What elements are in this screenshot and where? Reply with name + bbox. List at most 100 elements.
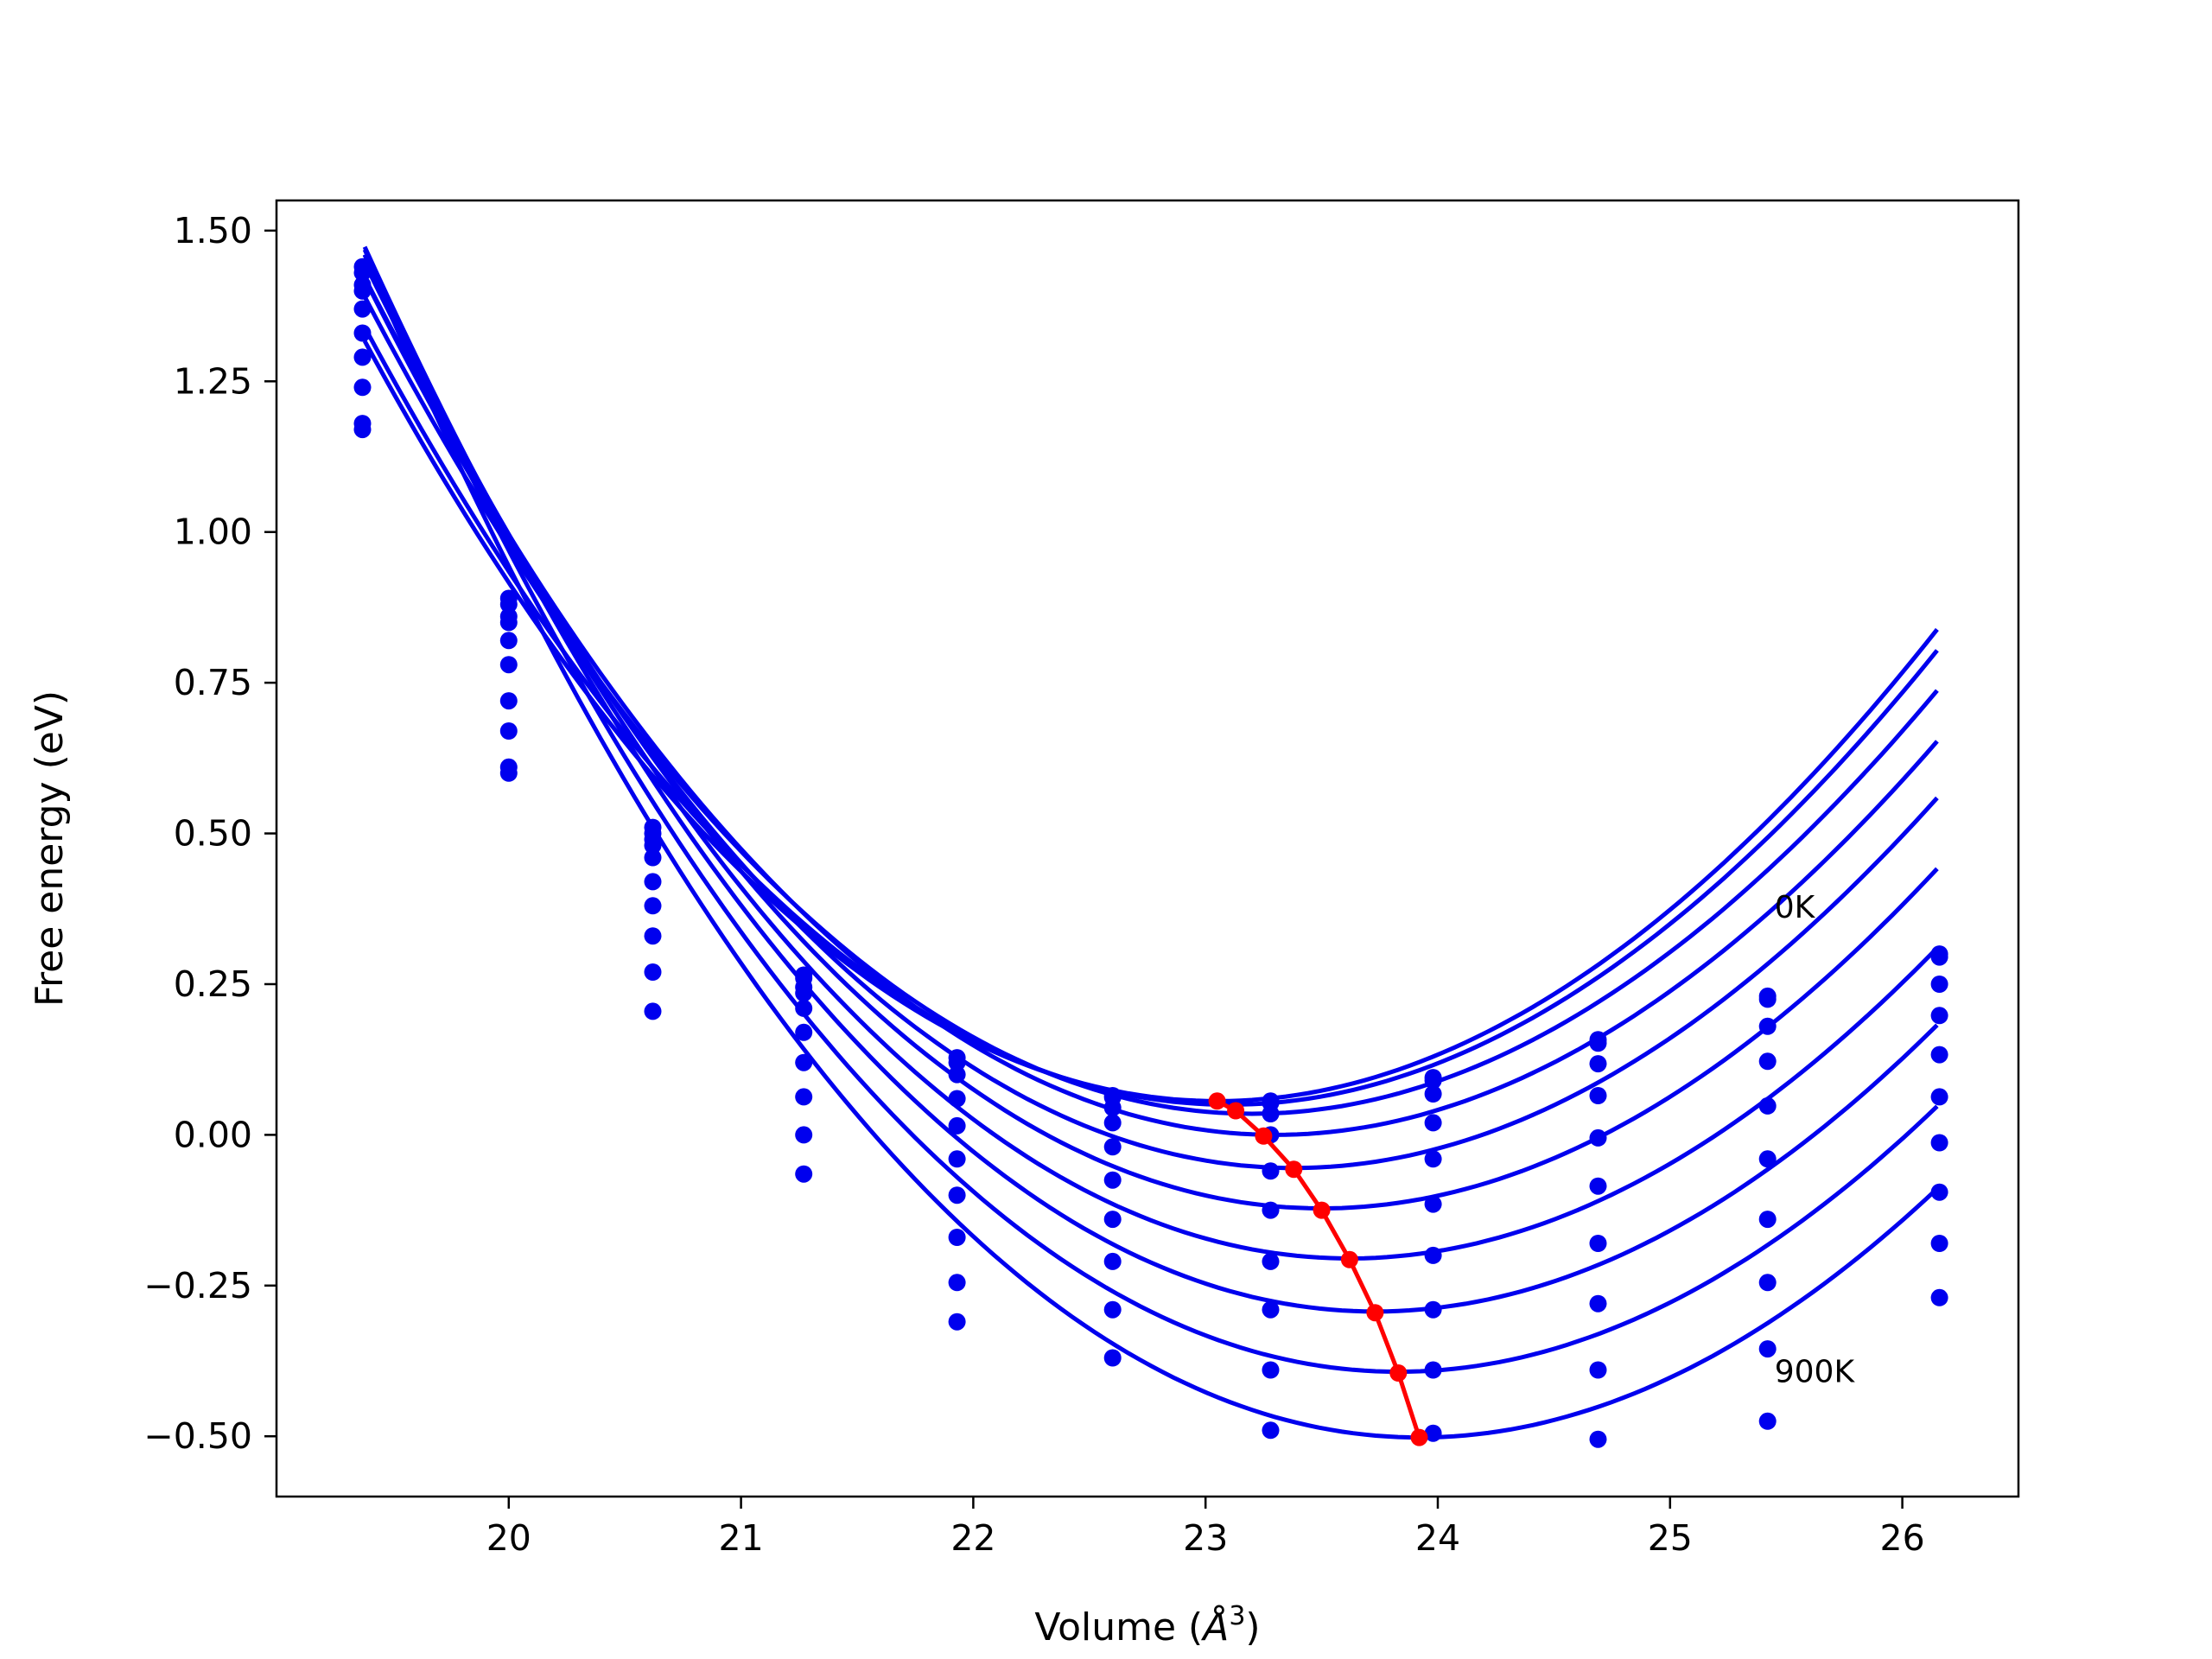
data-point-500K-9 xyxy=(1758,1150,1777,1168)
data-point-600K-3 xyxy=(795,1053,813,1071)
data-point-900K-9 xyxy=(1758,1412,1777,1430)
data-point-300K-3 xyxy=(795,984,813,1002)
data-point-300K-1 xyxy=(499,613,518,632)
x-tick-label: 22 xyxy=(950,1517,995,1559)
data-point-500K-3 xyxy=(795,1023,813,1041)
data-point-700K-5 xyxy=(1103,1252,1122,1270)
data-point-500K-0 xyxy=(353,324,372,342)
minimum-point-4 xyxy=(1313,1201,1331,1219)
y-tick-label: −0.50 xyxy=(143,1415,252,1457)
minimum-point-7 xyxy=(1389,1364,1408,1382)
x-tick-label: 24 xyxy=(1415,1517,1460,1559)
data-point-600K-9 xyxy=(1758,1211,1777,1229)
data-point-500K-7 xyxy=(1424,1195,1442,1213)
data-point-800K-6 xyxy=(1262,1361,1280,1379)
data-point-600K-0 xyxy=(353,348,372,366)
data-point-400K-8 xyxy=(1589,1128,1607,1147)
data-point-800K-7 xyxy=(1424,1361,1442,1379)
data-point-800K-10 xyxy=(1930,1235,1948,1252)
data-point-400K-6 xyxy=(1262,1162,1280,1180)
fit-curve-600K xyxy=(362,253,1939,1261)
data-point-400K-10 xyxy=(1930,1046,1948,1064)
data-point-500K-1 xyxy=(499,656,518,674)
y-axis-label: Free energy (eV) xyxy=(28,690,72,1007)
minimum-point-5 xyxy=(1340,1250,1358,1268)
data-point-200K-4 xyxy=(948,1065,966,1084)
data-point-100K-9 xyxy=(1758,990,1777,1008)
data-point-800K-8 xyxy=(1589,1361,1607,1379)
y-tick-label: 0.00 xyxy=(174,1114,252,1155)
y-tick-label: 1.50 xyxy=(174,210,252,251)
data-point-100K-4 xyxy=(948,1053,966,1071)
fit-curve-300K xyxy=(362,276,1939,1137)
data-point-500K-8 xyxy=(1589,1177,1607,1195)
data-point-900K-5 xyxy=(1103,1349,1122,1367)
y-tick-label: 0.50 xyxy=(174,813,252,855)
annotations: 0K 900K xyxy=(1775,890,1856,1389)
data-point-600K-1 xyxy=(499,692,518,710)
fit-curve-900K xyxy=(362,254,1939,1440)
data-point-800K-2 xyxy=(644,963,662,981)
data-point-400K-2 xyxy=(644,849,662,867)
data-point-300K-5 xyxy=(1103,1114,1122,1132)
y-tick-label: 0.25 xyxy=(174,963,252,1005)
data-point-300K-4 xyxy=(948,1090,966,1108)
data-point-600K-4 xyxy=(948,1186,966,1205)
data-point-100K-7 xyxy=(1424,1071,1442,1090)
y-tick-label: 0.75 xyxy=(174,662,252,703)
data-point-600K-8 xyxy=(1589,1235,1607,1252)
fit-curve-800K xyxy=(362,248,1939,1375)
data-point-400K-1 xyxy=(499,632,518,650)
data-point-300K-0 xyxy=(353,282,372,300)
y-tick-label: −0.25 xyxy=(143,1265,252,1306)
data-point-700K-2 xyxy=(644,927,662,945)
data-point-900K-4 xyxy=(948,1313,966,1331)
y-tick-label: 1.00 xyxy=(174,512,252,553)
data-point-800K-4 xyxy=(948,1274,966,1292)
data-point-200K-6 xyxy=(1262,1105,1280,1122)
data-point-200K-9 xyxy=(1758,1017,1777,1035)
y-axis-ticks: −0.50 −0.25 0.00 0.25 0.50 0.75 1.00 1.25 1.50 xyxy=(143,210,276,1457)
data-point-900K-2 xyxy=(644,1002,662,1020)
x-axis-ticks: 20 21 22 23 24 25 26 xyxy=(486,1497,1925,1559)
data-point-600K-2 xyxy=(644,897,662,915)
x-axis-label: Volume (Å3) xyxy=(1034,1601,1260,1649)
data-point-200K-5 xyxy=(1103,1099,1122,1116)
minimum-point-0 xyxy=(1208,1092,1226,1110)
data-point-400K-4 xyxy=(948,1116,966,1135)
x-tick-label: 26 xyxy=(1880,1517,1925,1559)
minimum-point-6 xyxy=(1366,1304,1384,1322)
data-point-800K-5 xyxy=(1103,1300,1122,1319)
data-point-900K-0 xyxy=(353,421,372,439)
data-point-500K-6 xyxy=(1262,1201,1280,1219)
data-point-100K-8 xyxy=(1589,1034,1607,1052)
x-axis-label-symbol: Å xyxy=(1200,1604,1229,1649)
minimum-point-1 xyxy=(1227,1102,1245,1120)
data-point-500K-4 xyxy=(948,1150,966,1168)
data-point-100K-10 xyxy=(1930,948,1948,966)
minimum-path xyxy=(1208,1092,1428,1446)
data-point-700K-6 xyxy=(1262,1300,1280,1319)
data-point-200K-10 xyxy=(1930,976,1948,993)
y-tick-label: 1.25 xyxy=(174,360,252,402)
data-point-500K-5 xyxy=(1103,1171,1122,1189)
fit-curve-700K xyxy=(362,245,1939,1314)
x-tick-label: 21 xyxy=(719,1517,764,1559)
data-point-700K-1 xyxy=(499,722,518,740)
fit-curves xyxy=(362,245,1939,1440)
plot-frame xyxy=(275,199,2020,1498)
data-point-500K-10 xyxy=(1930,1088,1948,1106)
x-axis-label-close: ) xyxy=(1245,1605,1260,1649)
data-point-300K-2 xyxy=(644,836,662,855)
x-tick-label: 20 xyxy=(486,1517,531,1559)
data-point-400K-7 xyxy=(1424,1150,1442,1168)
data-point-200K-7 xyxy=(1424,1085,1442,1103)
fit-curve-500K xyxy=(362,261,1939,1211)
data-point-300K-7 xyxy=(1424,1114,1442,1132)
data-point-400K-9 xyxy=(1758,1096,1777,1115)
data-point-700K-9 xyxy=(1758,1274,1777,1292)
data-point-900K-3 xyxy=(795,1165,813,1183)
minimum-point-3 xyxy=(1285,1160,1303,1179)
data-point-400K-0 xyxy=(353,300,372,318)
